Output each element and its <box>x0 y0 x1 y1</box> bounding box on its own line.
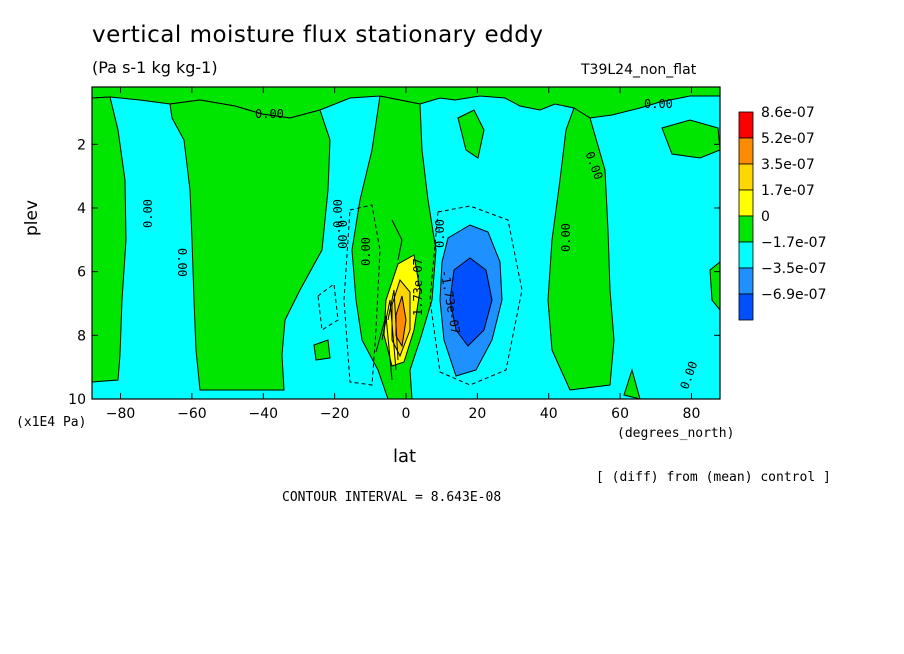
colorbar: 8.6e-07 5.2e-07 3.5e-07 1.7e-07 0 −1.7e-07 −3.… <box>738 105 826 321</box>
y-axis-unit: (x1E4 Pa) <box>16 415 87 430</box>
colorbar-label: 3.5e-07 <box>761 157 815 173</box>
y-tick-label: 4 <box>77 201 86 217</box>
region-negative-core <box>449 257 493 347</box>
region-island-3 <box>313 339 331 361</box>
x-tick-label: 80 <box>683 406 701 422</box>
contour-label-2: 0.00 <box>644 97 673 111</box>
contour-label-1: 0.00 <box>255 107 284 121</box>
colorbar-swatch <box>738 293 754 321</box>
x-axis: −80 −60 −40 −20 0 20 40 60 80 <box>106 87 701 422</box>
x-tick-label: 40 <box>540 406 558 422</box>
contour-label-3: 0.00 <box>141 199 155 228</box>
contour-label-8: 0.00 <box>433 219 447 248</box>
contour-label-7: 0.00 <box>359 237 373 266</box>
field-layer <box>92 87 720 399</box>
colorbar-swatch <box>738 267 754 295</box>
colorbar-swatch <box>738 163 754 191</box>
x-tick-label: 0 <box>402 406 411 422</box>
colorbar-label: 5.2e-07 <box>761 131 815 147</box>
y-tick-label: 6 <box>77 265 86 281</box>
contour-interval: CONTOUR INTERVAL = 8.643E-08 <box>282 490 502 505</box>
y-tick-label: 10 <box>68 392 86 408</box>
contour-line-1 <box>387 289 399 361</box>
colorbar-label: −1.7e-07 <box>761 235 826 251</box>
contour-label-13: 1.73e-07 <box>411 258 425 316</box>
colorbar-label: 0 <box>761 209 770 225</box>
region-island-5 <box>623 368 641 399</box>
contour-label-4: 0.00 <box>175 248 189 277</box>
colorbar-swatch <box>738 137 754 165</box>
colorbar-swatch <box>738 111 754 139</box>
dashed-contour-1 <box>429 205 523 386</box>
x-axis-label: lat <box>393 446 417 467</box>
contour-label-6: 0.00 <box>335 220 349 249</box>
y-tick-label: 8 <box>77 328 86 344</box>
dashed-contour-2 <box>343 204 381 386</box>
region-sh-mid-green <box>169 99 331 391</box>
colorbar-swatch <box>738 189 754 217</box>
contour-line-3 <box>375 315 393 381</box>
colorbar-swatch <box>738 215 754 243</box>
dashed-contour-3 <box>317 283 339 331</box>
region-island-1 <box>457 109 485 159</box>
contour-line-4 <box>391 219 403 261</box>
y-axis: 2 4 6 8 10 <box>68 137 720 408</box>
region-island-4 <box>709 261 720 311</box>
run-label: T39L24_non_flat <box>581 62 697 78</box>
diff-note: [ (diff) from (mean) control ] <box>596 470 831 485</box>
colorbar-label: 1.7e-07 <box>761 183 815 199</box>
x-tick-label: −20 <box>320 406 350 422</box>
colorbar-swatch <box>738 241 754 269</box>
x-tick-label: 60 <box>611 406 629 422</box>
contour-line-2 <box>381 299 397 371</box>
contour-label-5: 0.00 <box>331 199 345 228</box>
contour-label-9: 0.00 <box>559 223 573 252</box>
y-tick-label: 2 <box>77 137 86 153</box>
region-nh-green <box>547 107 615 391</box>
chart-title: vertical moisture flux stationary eddy <box>92 22 544 48</box>
region-island-2 <box>661 119 720 159</box>
region-sh-polar-green <box>92 96 127 383</box>
colorbar-label: −3.5e-07 <box>761 261 826 277</box>
chart-subtitle: (Pa s-1 kg kg-1) <box>92 58 218 77</box>
x-tick-label: −60 <box>177 406 207 422</box>
x-tick-label: 20 <box>468 406 486 422</box>
colorbar-label: −6.9e-07 <box>761 287 826 303</box>
x-axis-unit: (degrees_north) <box>617 426 735 441</box>
colorbar-label: 8.6e-07 <box>761 105 815 121</box>
x-tick-label: −80 <box>106 406 136 422</box>
x-tick-label: −40 <box>248 406 278 422</box>
